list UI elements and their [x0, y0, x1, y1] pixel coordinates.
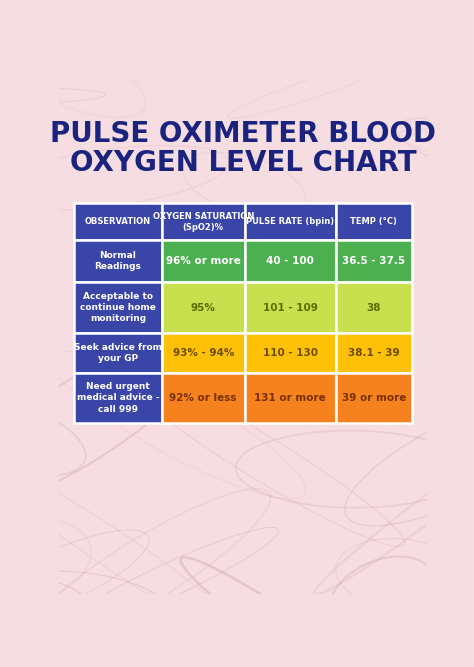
FancyBboxPatch shape — [162, 203, 245, 240]
Text: 38.1 - 39: 38.1 - 39 — [348, 348, 400, 358]
Text: 40 - 100: 40 - 100 — [266, 256, 314, 266]
Text: Seek advice from
your GP: Seek advice from your GP — [74, 343, 162, 363]
FancyBboxPatch shape — [245, 373, 336, 423]
Text: 93% - 94%: 93% - 94% — [173, 348, 234, 358]
FancyBboxPatch shape — [336, 240, 412, 282]
Text: PULSE OXIMETER BLOOD: PULSE OXIMETER BLOOD — [50, 120, 436, 148]
FancyBboxPatch shape — [162, 240, 245, 282]
Text: PULSE RATE (bpin): PULSE RATE (bpin) — [246, 217, 334, 226]
FancyBboxPatch shape — [74, 373, 162, 423]
Text: OBSERVATION: OBSERVATION — [85, 217, 151, 226]
Text: 36.5 - 37.5: 36.5 - 37.5 — [342, 256, 405, 266]
FancyBboxPatch shape — [336, 282, 412, 333]
Text: 92% or less: 92% or less — [170, 393, 237, 403]
Text: 110 - 130: 110 - 130 — [263, 348, 318, 358]
FancyBboxPatch shape — [162, 373, 245, 423]
Text: 96% or more: 96% or more — [166, 256, 241, 266]
FancyBboxPatch shape — [74, 240, 162, 282]
FancyBboxPatch shape — [74, 282, 162, 333]
FancyBboxPatch shape — [162, 333, 245, 373]
FancyBboxPatch shape — [245, 282, 336, 333]
FancyBboxPatch shape — [336, 333, 412, 373]
Text: OXYGEN LEVEL CHART: OXYGEN LEVEL CHART — [70, 149, 416, 177]
Text: TEMP (°C): TEMP (°C) — [350, 217, 397, 226]
Text: Need urgent
medical advice -
call 999: Need urgent medical advice - call 999 — [77, 382, 159, 414]
FancyBboxPatch shape — [74, 333, 162, 373]
Text: 101 - 109: 101 - 109 — [263, 303, 318, 313]
FancyBboxPatch shape — [162, 282, 245, 333]
Text: 39 or more: 39 or more — [342, 393, 406, 403]
FancyBboxPatch shape — [74, 203, 162, 240]
Text: OXYGEN SATURATION
(SpO2)%: OXYGEN SATURATION (SpO2)% — [153, 211, 254, 232]
FancyBboxPatch shape — [245, 203, 336, 240]
FancyBboxPatch shape — [336, 203, 412, 240]
Text: Normal
Readings: Normal Readings — [94, 251, 141, 271]
Text: 38: 38 — [366, 303, 381, 313]
FancyBboxPatch shape — [245, 333, 336, 373]
Text: 131 or more: 131 or more — [255, 393, 326, 403]
FancyBboxPatch shape — [245, 240, 336, 282]
Text: 95%: 95% — [191, 303, 216, 313]
Text: Acceptable to
continue home
monitoring: Acceptable to continue home monitoring — [80, 292, 156, 323]
FancyBboxPatch shape — [336, 373, 412, 423]
